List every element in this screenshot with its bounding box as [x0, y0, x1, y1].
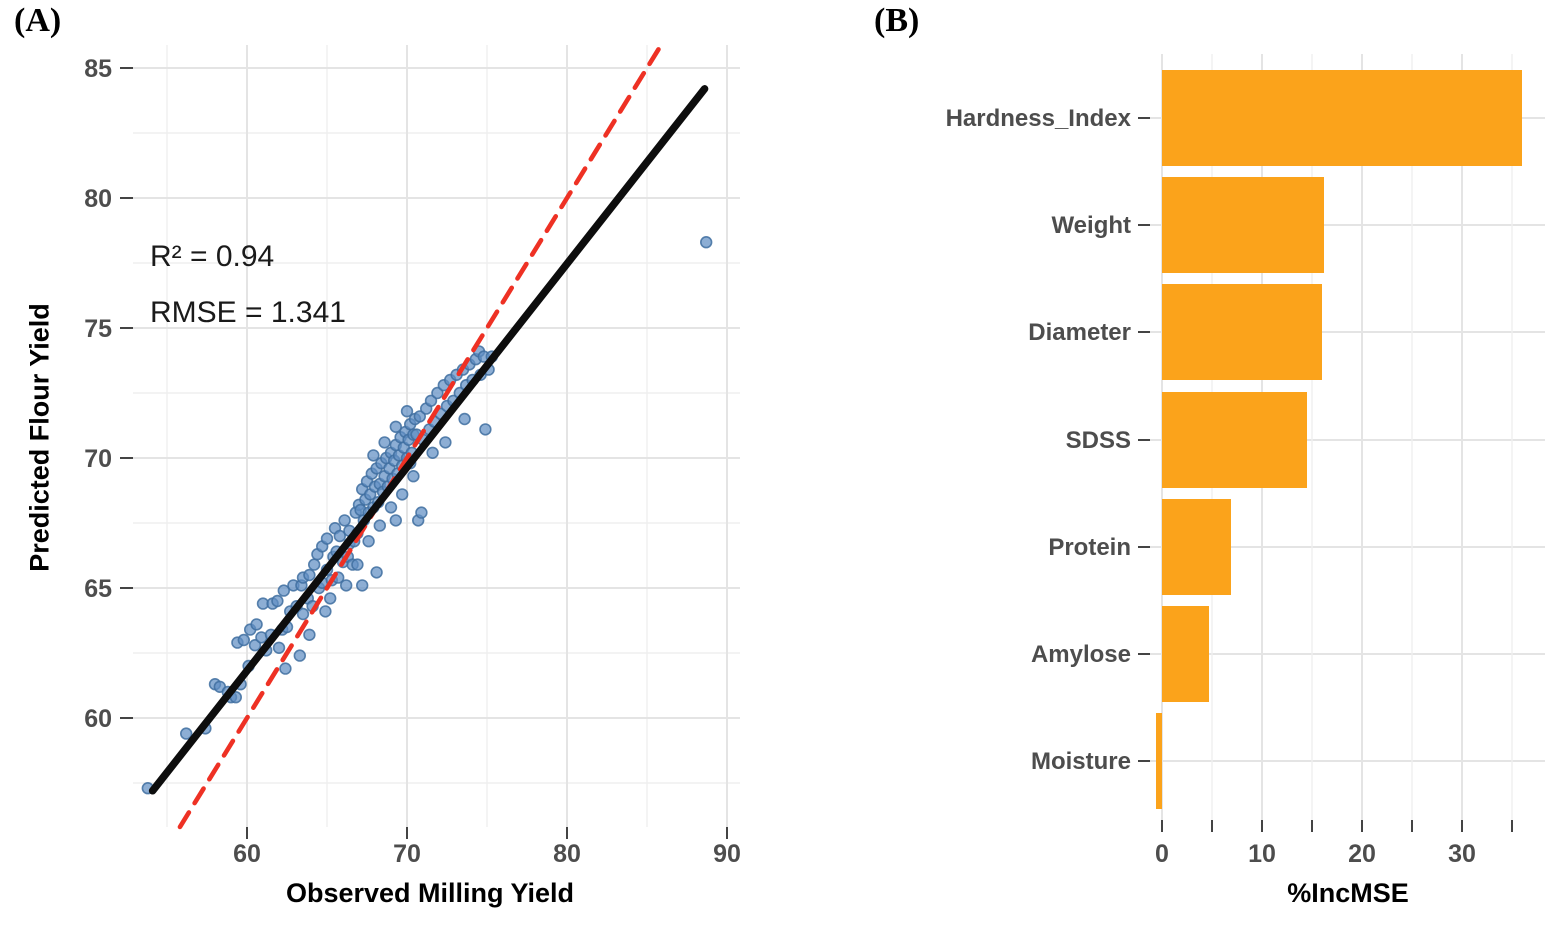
scatter-point — [351, 558, 364, 571]
category-label: Protein — [1048, 534, 1131, 561]
r-squared-annotation: R² = 0.94 — [150, 240, 275, 273]
scatter-point — [431, 386, 444, 400]
category-label: Moisture — [1031, 748, 1131, 775]
y-axis-tick-label: 80 — [84, 185, 112, 213]
scatter-point — [279, 662, 292, 675]
bar-weight — [1162, 177, 1324, 273]
x-axis-tick-label: 90 — [713, 840, 741, 868]
scatter-point — [426, 446, 439, 459]
scatter-point — [415, 506, 428, 519]
scatter-point — [237, 633, 251, 647]
scatter-point — [303, 568, 316, 582]
scatter-point — [340, 579, 353, 592]
scatter-point — [362, 534, 375, 548]
rmse-annotation: RMSE = 1.341 — [150, 296, 346, 329]
scatter-point — [271, 594, 284, 608]
scatter-point — [699, 236, 713, 249]
category-label: Amylose — [1031, 641, 1131, 668]
x-axis-tick-label: 70 — [393, 840, 421, 868]
bar-amylose — [1162, 606, 1209, 702]
scatter-point — [296, 607, 310, 621]
y-axis-tick-label: 70 — [84, 445, 112, 473]
panel-b-x-axis-title: %IncMSE — [1287, 878, 1409, 908]
bar-hardness_index — [1162, 70, 1522, 166]
scatter-point — [400, 405, 414, 418]
y-axis-tick-label: 75 — [84, 315, 112, 343]
scatter-point — [424, 394, 438, 407]
bar-diameter — [1162, 284, 1322, 380]
scatter-point — [250, 618, 263, 631]
category-label: Hardness_Index — [946, 105, 1132, 132]
scatter-point — [319, 605, 332, 618]
scatter-point — [277, 584, 290, 597]
identity-line — [177, 42, 664, 830]
panel-a-y-axis-title: Predicted Flour Yield — [24, 303, 55, 572]
scatter-point — [308, 558, 321, 571]
scatter-point — [320, 532, 334, 545]
category-label: Diameter — [1028, 319, 1131, 346]
panel-b-tag: (B) — [874, 2, 920, 39]
scatter-point — [180, 727, 193, 740]
scatter-point — [378, 436, 391, 449]
scatter-point — [479, 423, 492, 436]
x-axis-tick-label: 80 — [553, 840, 581, 868]
bar-protein — [1162, 499, 1231, 595]
scatter-point — [367, 449, 380, 462]
scatter-point — [356, 579, 369, 592]
scatter-point — [303, 628, 316, 641]
scatter-point — [389, 420, 402, 433]
x-axis-tick-label: 30 — [1448, 840, 1476, 868]
x-axis-tick-label: 10 — [1248, 840, 1276, 868]
y-axis-tick-label: 85 — [84, 55, 112, 83]
scatter-point — [272, 641, 286, 654]
scatter-point — [384, 501, 398, 514]
scatter-point — [439, 436, 452, 449]
category-label: Weight — [1051, 212, 1131, 239]
scatter-point — [373, 519, 386, 532]
scatter-point — [413, 410, 426, 423]
bar-sdss — [1162, 392, 1307, 488]
x-axis-tick-label: 60 — [233, 840, 261, 868]
bar-moisture — [1156, 713, 1162, 809]
scatter-point — [458, 412, 471, 426]
scatter-point — [407, 470, 420, 483]
fit-line — [148, 85, 709, 795]
y-axis-tick-label: 65 — [84, 575, 112, 603]
scatter-point — [396, 488, 409, 501]
scatter-point — [248, 638, 262, 652]
panel-a-tag: (A) — [14, 2, 62, 39]
scatter-point — [293, 649, 306, 662]
y-axis-tick-label: 60 — [84, 705, 112, 733]
x-axis-tick-label: 0 — [1155, 840, 1169, 868]
scatter-point — [370, 566, 383, 579]
scatter-point — [333, 529, 346, 543]
x-axis-tick-label: 20 — [1348, 840, 1376, 868]
category-label: SDSS — [1066, 427, 1131, 454]
panel-a-x-axis-title: Observed Milling Yield — [285, 878, 575, 908]
scatter-point — [338, 514, 351, 527]
scatter-point — [389, 514, 402, 527]
scatter-point — [324, 592, 337, 605]
